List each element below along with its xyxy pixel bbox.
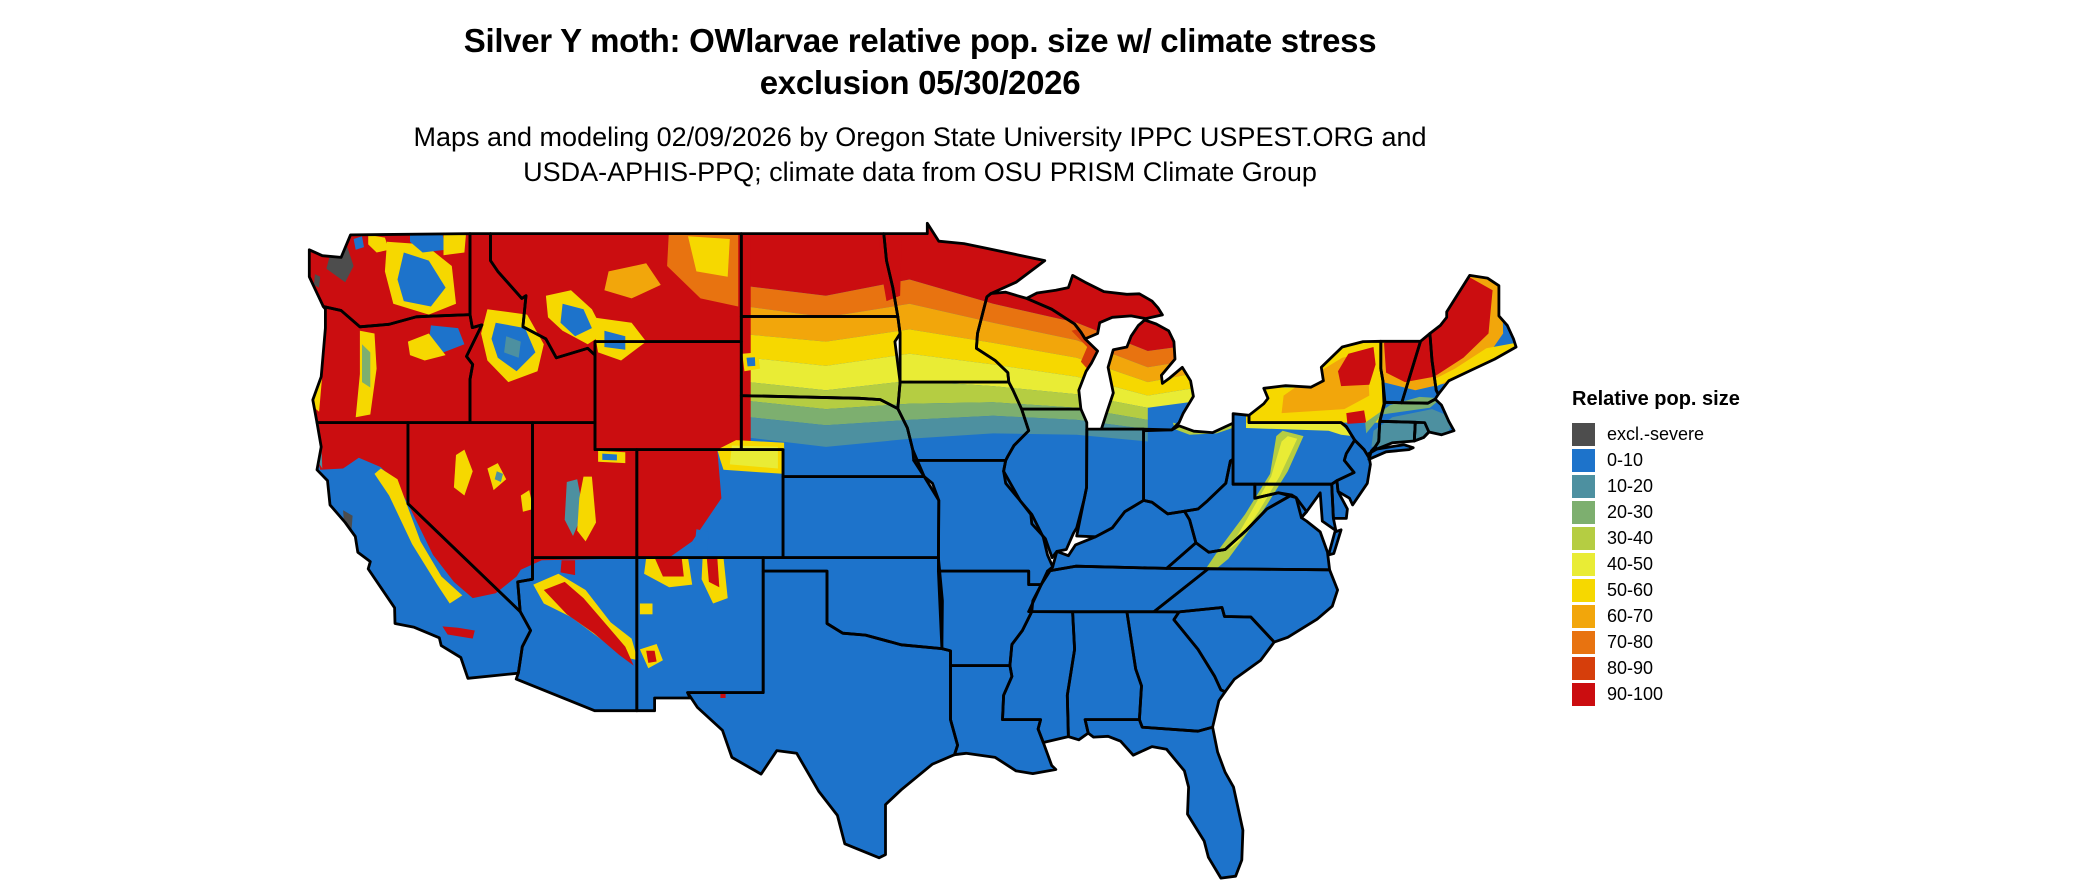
state-border-nj [1335, 438, 1372, 507]
map-header: Silver Y moth: OWlarvae relative pop. si… [220, 20, 1620, 190]
legend-item: 50-60 [1572, 577, 1740, 603]
legend-label: 10-20 [1607, 475, 1654, 496]
legend-item: excl.-severe [1572, 421, 1740, 447]
state-border-fl [1083, 718, 1245, 880]
legend-swatch-ygreen [1572, 526, 1595, 550]
state-border-wi [975, 290, 1099, 411]
legend-label: 50-60 [1607, 579, 1654, 600]
map-title-line2: exclusion 05/30/2026 [759, 64, 1081, 101]
legend-item: 60-70 [1572, 603, 1740, 629]
state-borders [307, 221, 1518, 880]
map-attribution: Maps and modeling 02/09/2026 by Oregon S… [220, 120, 1620, 190]
legend-label: 70-80 [1607, 631, 1654, 652]
map-raster-fills [309, 223, 1517, 879]
legend-swatch-red [1572, 682, 1595, 706]
state-border-milp [1100, 318, 1195, 432]
legend-swatch-blue [1572, 448, 1595, 472]
state-border-md [1253, 482, 1338, 532]
legend-label: 90-100 [1607, 683, 1664, 704]
legend-label: 80-90 [1607, 657, 1654, 678]
legend-label: 30-40 [1607, 527, 1654, 548]
legend-swatch-excl [1572, 422, 1595, 446]
legend-title: Relative pop. size [1572, 388, 1740, 410]
map-legend: Relative pop. size excl.-severe 0-10 10-20… [1572, 388, 1740, 707]
legend-swatch-dkorange [1572, 630, 1595, 654]
legend-label: 0-10 [1607, 449, 1644, 470]
legend-item: 0-10 [1572, 447, 1740, 473]
legend-swatch-yellow [1572, 552, 1595, 576]
legend-item: 70-80 [1572, 629, 1740, 655]
legend-rows: excl.-severe 0-10 10-20 20-30 30-40 40-50 50-6… [1572, 421, 1740, 707]
legend-swatch-orange [1572, 604, 1595, 628]
legend-item: 30-40 [1572, 525, 1740, 551]
state-border-tx [686, 569, 959, 860]
map-title-line1: Silver Y moth: OWlarvae relative pop. si… [463, 22, 1377, 59]
state-border-mo [912, 459, 1055, 586]
legend-item: 20-30 [1572, 499, 1740, 525]
legend-item: 90-100 [1572, 681, 1740, 707]
legend-label: 60-70 [1607, 605, 1654, 626]
state-border-me [1428, 274, 1518, 396]
legend-item: 80-90 [1572, 655, 1740, 681]
state-border-va [1165, 493, 1331, 572]
legend-swatch-gold [1572, 578, 1595, 602]
state-border-li [1367, 443, 1415, 461]
legend-swatch-redorange [1572, 656, 1595, 680]
legend-swatch-teal [1572, 474, 1595, 498]
legend-swatch-green [1572, 500, 1595, 524]
legend-item: 40-50 [1572, 551, 1740, 577]
state-border-miup [1025, 274, 1164, 341]
state-border-vaes [1327, 528, 1343, 557]
legend-label: 40-50 [1607, 553, 1654, 574]
legend-label: 20-30 [1607, 501, 1654, 522]
state-border-sc [1172, 606, 1276, 694]
us-choropleth-map [307, 221, 1518, 880]
map-subtitle-line1: Maps and modeling 02/09/2026 by Oregon S… [413, 122, 1427, 152]
map-subtitle-line2: USDA-APHIS-PPQ; climate data from OSU PR… [523, 157, 1317, 187]
legend-item: 10-20 [1572, 473, 1740, 499]
legend-label: excl.-severe [1607, 423, 1705, 444]
